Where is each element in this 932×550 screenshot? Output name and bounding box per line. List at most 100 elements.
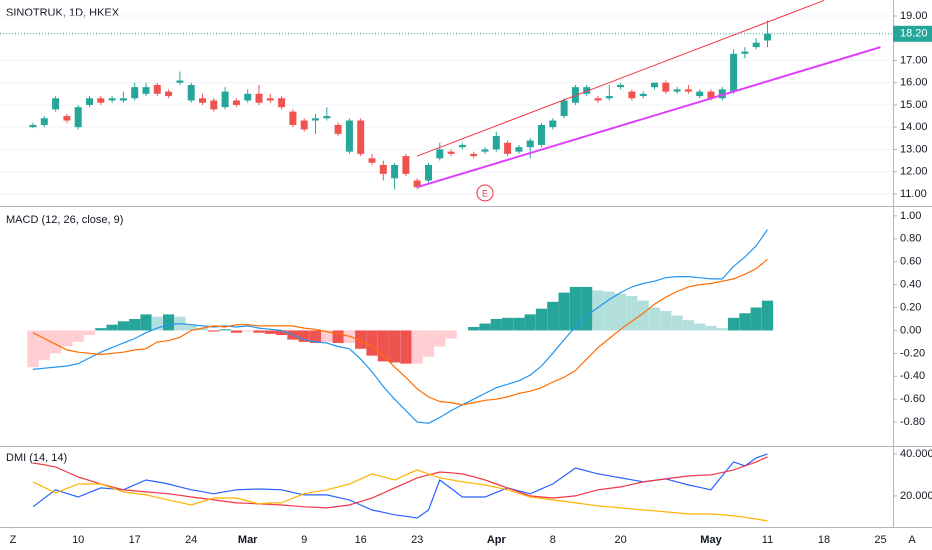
candle-body [278,98,286,108]
x-tick-label: Apr [487,534,507,546]
histogram-bar [389,330,401,363]
y-tick-label: 1.00 [900,210,921,222]
histogram-bar [569,286,581,331]
candle-body [526,140,534,148]
indicator-line [32,469,768,522]
histogram-bar [117,321,129,331]
histogram-bar [140,314,152,331]
candle-body [436,149,444,159]
histogram-bar [682,320,694,331]
candle-body [752,42,760,48]
pane [32,453,768,522]
candle-body [617,84,625,88]
y-tick-label: 14.00 [900,121,928,133]
candle-body [97,98,105,103]
histogram-bar [468,327,480,331]
candle-body [199,98,206,103]
histogram-bar [637,300,649,331]
candle-body [571,87,579,103]
histogram-bar [61,330,73,347]
symbol-title: SINOTRUK, 1D, HKEX [6,7,120,19]
histogram-bar [219,329,231,331]
histogram-bar [230,330,242,333]
histogram-bar [411,330,423,364]
y-tick-label: -0.40 [900,370,925,382]
candle-body [40,118,48,125]
y-tick-label: 11.00 [900,188,927,200]
x-tick-label: 23 [411,534,423,546]
candle-body [255,93,263,103]
candle-body [696,91,704,97]
candle-body [549,120,557,128]
candle-body [651,82,658,88]
candle-body [300,120,308,130]
candle-body [560,100,568,117]
y-tick-label: 19.00 [900,10,928,22]
histogram-bar [490,318,502,331]
candle-body [29,124,37,128]
y-tick-label: 40.0000 [900,448,932,460]
histogram-bar [208,330,220,332]
candle-body [244,93,252,101]
histogram-bar [513,317,525,331]
histogram-bar [355,330,367,349]
candle-body [210,100,218,110]
histogram-bar [445,330,457,339]
candle-body [413,180,421,188]
candle-body [628,91,636,99]
x-tick-label: 9 [301,534,307,546]
histogram-bar [422,330,435,357]
candle-body [368,158,376,163]
candle-body [131,87,139,99]
y-tick-label: 12.00 [900,166,928,178]
candle-body [764,33,771,41]
candle-body [345,120,353,152]
histogram-bar [276,330,288,336]
last-price-label: 18.20 [900,28,928,40]
x-tick-label: 17 [129,534,141,546]
candle-body [142,87,150,94]
histogram-bar [366,330,378,356]
histogram-bar [558,292,570,331]
y-tick-label: 0.40 [900,279,921,291]
candle-body [266,98,274,101]
x-tick-label: May [700,534,722,546]
candle-body [492,136,500,150]
histogram-bar [309,330,322,344]
x-tick-label: 24 [185,534,197,546]
event-marker [476,184,494,202]
candle-body [221,91,229,108]
auto-scale-button[interactable]: A [908,534,916,546]
histogram-bar [603,291,615,331]
x-tick-label: 18 [818,534,830,546]
candle-body [639,93,647,97]
y-tick-label: -0.60 [900,393,925,405]
x-tick-label: 25 [874,534,886,546]
candle-body [323,116,331,119]
candle-body [730,53,738,92]
candle-body [662,82,670,92]
histogram-bar [106,324,118,331]
y-tick-label: 20.0000 [900,490,932,502]
y-tick-label: -0.80 [900,416,925,428]
histogram-bar [524,314,536,331]
pane [27,229,774,424]
y-tick-label: 0.20 [900,301,921,313]
candle-body [74,107,82,128]
x-tick-label: 10 [72,534,84,546]
candle-body [312,118,319,121]
indicator-line [32,258,768,406]
y-tick-label: 16.00 [900,77,928,89]
y-tick-label: 0.00 [900,324,921,336]
candle-body [741,51,749,54]
histogram-bar [547,301,559,331]
candle-body [232,100,240,105]
histogram-bar [38,330,50,361]
histogram-bar [129,318,141,331]
histogram-bar [196,328,209,331]
histogram-bar [716,328,728,331]
candle-body [481,149,489,152]
candle-body [379,164,387,174]
y-tick-label: 15.00 [900,99,928,111]
zoom-button[interactable]: Z [10,534,17,546]
